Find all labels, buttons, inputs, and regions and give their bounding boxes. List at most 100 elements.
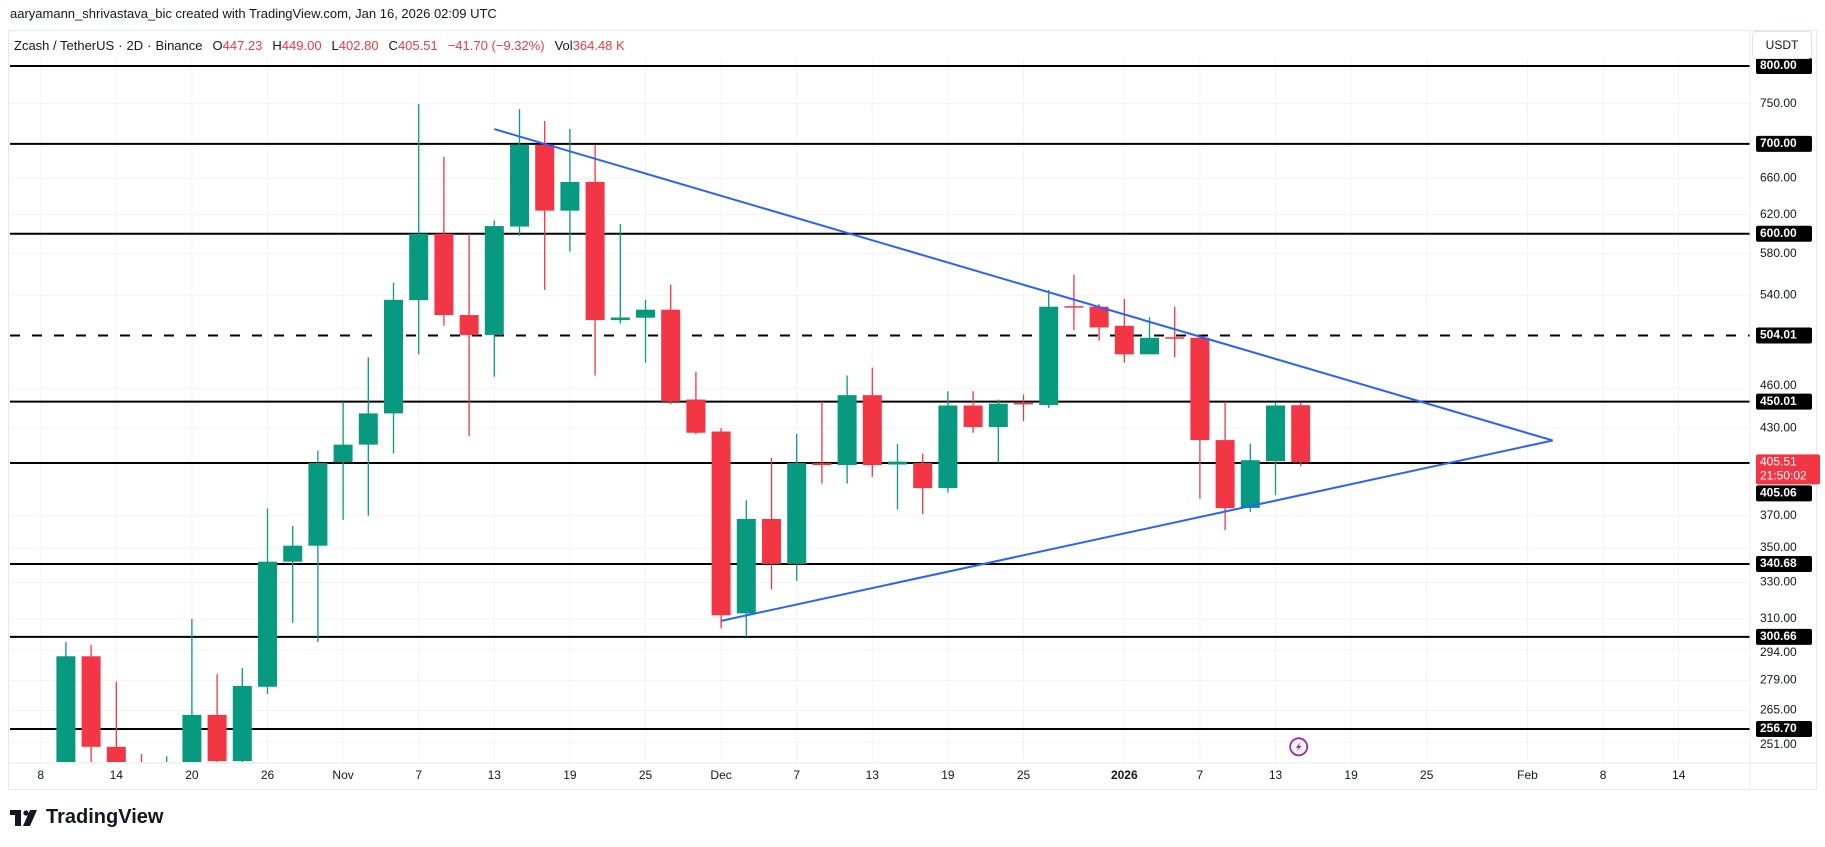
candle-body (157, 766, 176, 778)
last-price-label: 405.51 (1760, 455, 1797, 469)
brand-name: TradingView (46, 806, 164, 828)
candle-bullish (787, 433, 807, 581)
tradingview-logo-icon (10, 809, 37, 826)
candle-body (762, 518, 781, 564)
chart-frame (8, 30, 1817, 790)
x-tick-label: 19 (1344, 768, 1358, 782)
candle-body (938, 405, 958, 489)
candle-bearish (459, 233, 479, 437)
event-icon-circle (1289, 737, 1309, 757)
candle-bullish (182, 618, 202, 762)
candle-bearish (1215, 401, 1235, 531)
candle-bearish (1114, 298, 1134, 363)
currency-button[interactable]: USDT (1752, 31, 1812, 59)
y-tick-label: 540.00 (1760, 287, 1797, 301)
candle-bearish (1064, 274, 1084, 330)
x-tick-label: 26 (261, 768, 275, 782)
level-price-label: 700.00 (1760, 136, 1797, 150)
x-tick-label: Nov (332, 768, 353, 782)
x-tick-label: 19 (941, 768, 955, 782)
y-tick-label: 265.00 (1760, 703, 1797, 717)
y-tick-label: 460.00 (1760, 378, 1797, 392)
y-tick-label: 330.00 (1760, 575, 1797, 589)
lightning-event-icon[interactable] (1289, 737, 1309, 757)
candle-body (1114, 325, 1134, 355)
candle-bullish (232, 668, 252, 762)
candle-body (1215, 440, 1235, 509)
x-tick-label: 20 (185, 768, 199, 782)
level-price-tag (1756, 135, 1812, 152)
candle-body (459, 315, 479, 335)
candle-body (1140, 337, 1159, 355)
candle-bearish (661, 284, 681, 405)
candle-body (736, 518, 756, 614)
candle-body (283, 545, 303, 562)
level-price-tag (1756, 58, 1812, 74)
candle-bullish (610, 224, 630, 324)
candle-bearish (963, 391, 983, 433)
candle-bullish (1039, 289, 1059, 409)
candle-bullish (409, 104, 429, 355)
candle-bullish (484, 220, 504, 377)
candle-bullish (510, 109, 529, 236)
last-price-tag (1756, 454, 1820, 485)
candle-body (409, 233, 429, 301)
legend-high-value: 449.00 (281, 37, 322, 53)
candle-body (106, 746, 126, 762)
candle-bullish (384, 282, 403, 454)
x-tick-label: 7 (1197, 768, 1204, 782)
candle-body (787, 463, 807, 564)
candle-bullish (283, 525, 303, 623)
candle-bearish (686, 371, 706, 434)
level-price-label: 504.01 (1760, 328, 1797, 342)
candle-bullish (308, 450, 328, 643)
candle-body (182, 714, 202, 762)
legend-high-label: H (272, 37, 282, 53)
level-price-tag (1756, 393, 1812, 410)
y-tick-label: 310.00 (1760, 611, 1797, 625)
candle-bearish (434, 156, 454, 326)
x-tick-label: Dec (710, 768, 731, 782)
y-tick-label: 251.00 (1760, 737, 1797, 751)
candle-body (636, 309, 655, 318)
candle-body (661, 309, 681, 402)
candle-bullish (258, 508, 277, 694)
candle-body (56, 656, 76, 762)
candle-body (333, 444, 353, 463)
candle-body (308, 463, 328, 546)
legend-volume-label: Vol (554, 37, 573, 53)
candle-body (232, 685, 252, 762)
legend-interval[interactable]: 2D (126, 37, 144, 53)
candle-bullish (888, 443, 907, 510)
candle-body (207, 714, 227, 762)
candle-bullish (560, 129, 580, 252)
candle-bullish (157, 756, 176, 778)
y-tick-label: 750.00 (1760, 96, 1797, 110)
candle-body (484, 226, 504, 335)
trendline (494, 128, 1553, 442)
tradingview-logo[interactable]: TradingView (10, 806, 163, 829)
candle-bearish (1014, 394, 1033, 422)
level-price-label: 300.66 (1760, 629, 1797, 643)
candle-body (988, 403, 1008, 428)
candle-bullish (1266, 401, 1285, 495)
legend-exchange: Binance (155, 37, 203, 53)
candle-bearish (535, 121, 555, 290)
candle-body (384, 299, 403, 414)
candle-bearish (140, 753, 143, 762)
level-price-tag (1756, 225, 1812, 242)
candle-body (862, 395, 882, 466)
y-tick-label: 580.00 (1760, 246, 1797, 260)
candle-bullish (938, 391, 958, 493)
legend-close-value: 405.51 (397, 37, 438, 53)
candle-bearish (1190, 334, 1210, 499)
legend-low-label: L (331, 37, 339, 53)
candle-body (535, 144, 555, 211)
legend-open-label: O (212, 37, 223, 53)
candle-bearish (711, 428, 731, 629)
legend-symbol[interactable]: Zcash / TetherUS (14, 37, 115, 53)
chart-credit: aaryamann_shrivastava_bic created with T… (10, 6, 497, 21)
candle-bearish (762, 457, 781, 590)
candle-body (610, 317, 630, 321)
